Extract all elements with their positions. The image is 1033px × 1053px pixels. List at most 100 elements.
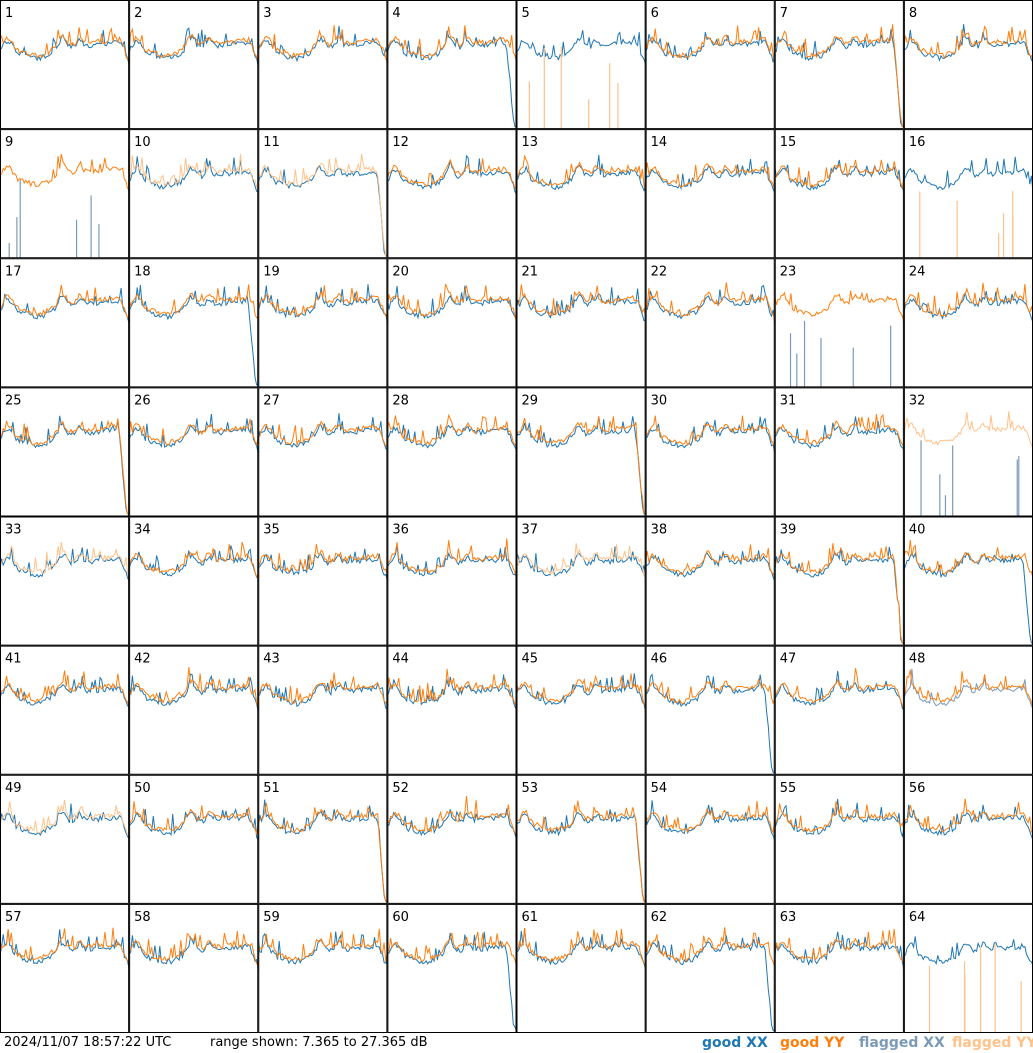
panel-label: 9 — [5, 135, 13, 150]
xx-trace — [129, 27, 259, 67]
panel-41 — [0, 670, 130, 709]
panel-border — [516, 774, 646, 904]
panel-label: 29 — [522, 393, 539, 408]
xx-trace — [387, 808, 517, 840]
xx-trace — [774, 931, 904, 970]
panel-border — [645, 129, 775, 259]
yy-trace — [774, 543, 904, 644]
panel-label: 18 — [134, 264, 151, 279]
panel-label: 64 — [909, 910, 926, 925]
yy-trace — [129, 154, 259, 190]
xx-trace — [903, 24, 1033, 63]
yy-trace — [0, 418, 130, 515]
legend-flagged-yy: flagged YY — [952, 1035, 1033, 1051]
yy-trace — [645, 927, 775, 967]
yy-trace — [774, 801, 904, 833]
yy-trace — [387, 538, 517, 579]
panel-32 — [903, 411, 1033, 516]
yy-trace — [129, 27, 259, 64]
xx-trace — [516, 809, 646, 902]
yy-trace — [903, 411, 1033, 449]
panel-border — [903, 0, 1033, 130]
yy-trace — [0, 284, 130, 319]
panel-47 — [774, 668, 904, 710]
panel-border — [774, 258, 904, 388]
panel-label: 50 — [134, 781, 151, 796]
panel-label: 6 — [651, 6, 659, 21]
xx-trace — [387, 154, 517, 195]
yy-trace — [0, 153, 130, 191]
panel-label: 52 — [392, 781, 409, 796]
panel-label: 57 — [5, 910, 22, 925]
panel-border — [516, 903, 646, 1033]
yy-trace — [129, 284, 259, 319]
xx-trace — [129, 673, 259, 712]
panel-border — [645, 774, 775, 904]
panel-20 — [387, 283, 517, 322]
panel-46 — [645, 673, 775, 773]
xx-trace — [645, 31, 775, 63]
panel-label: 16 — [909, 135, 926, 150]
panel-border — [516, 387, 646, 517]
panel-label: 24 — [909, 264, 926, 279]
panel-40 — [903, 540, 1033, 644]
panel-border — [387, 774, 517, 904]
panel-border — [516, 129, 646, 259]
panel-label: 2 — [134, 6, 142, 21]
panel-border — [0, 903, 130, 1033]
xx-trace — [258, 413, 388, 450]
panel-border — [258, 645, 388, 775]
panel-25 — [0, 415, 130, 515]
panel-50 — [129, 801, 259, 841]
panel-label: 54 — [651, 781, 668, 796]
panel-label: 7 — [780, 6, 788, 21]
panel-border — [258, 516, 388, 646]
yy-trace — [516, 800, 646, 902]
panel-label: 58 — [134, 910, 151, 925]
yy-trace — [0, 927, 130, 964]
yy-trace — [258, 153, 388, 257]
panel-24 — [903, 282, 1033, 323]
panel-13 — [516, 154, 646, 192]
panel-border — [645, 903, 775, 1033]
panel-label: 19 — [263, 264, 280, 279]
panel-label: 13 — [522, 135, 539, 150]
xx-trace — [774, 29, 904, 127]
panel-63 — [774, 928, 904, 970]
yy-trace — [387, 158, 517, 190]
xx-trace — [258, 284, 388, 323]
yy-trace — [645, 801, 775, 835]
yy-trace — [645, 677, 775, 705]
xx-trace — [645, 800, 775, 842]
panel-60 — [387, 931, 517, 1031]
panel-35 — [258, 544, 388, 581]
panel-label: 28 — [392, 393, 409, 408]
panel-border — [645, 645, 775, 775]
panel-6 — [645, 25, 775, 64]
panel-border — [516, 645, 646, 775]
panel-3 — [258, 25, 388, 64]
panel-border — [129, 645, 259, 775]
yy-trace — [645, 282, 775, 321]
panel-label: 8 — [909, 6, 917, 21]
panel-border — [774, 129, 904, 259]
panel-52 — [387, 796, 517, 840]
yy-trace — [258, 928, 388, 962]
panel-label: 41 — [5, 652, 22, 667]
panel-54 — [645, 800, 775, 842]
panel-border — [387, 387, 517, 517]
yy-trace — [903, 540, 1033, 579]
yy-trace — [387, 931, 517, 967]
xx-trace — [774, 798, 904, 838]
panel-label: 53 — [522, 781, 539, 796]
yy-trace — [129, 666, 259, 710]
panel-label: 47 — [780, 652, 797, 667]
panel-border — [387, 0, 517, 130]
panel-label: 37 — [522, 523, 539, 538]
legend-good-yy: good YY — [780, 1035, 845, 1051]
yy-trace — [645, 415, 775, 451]
panel-label: 23 — [780, 264, 797, 279]
panel-label: 40 — [909, 523, 926, 538]
panel-49 — [0, 799, 130, 840]
panel-label: 10 — [134, 135, 151, 150]
